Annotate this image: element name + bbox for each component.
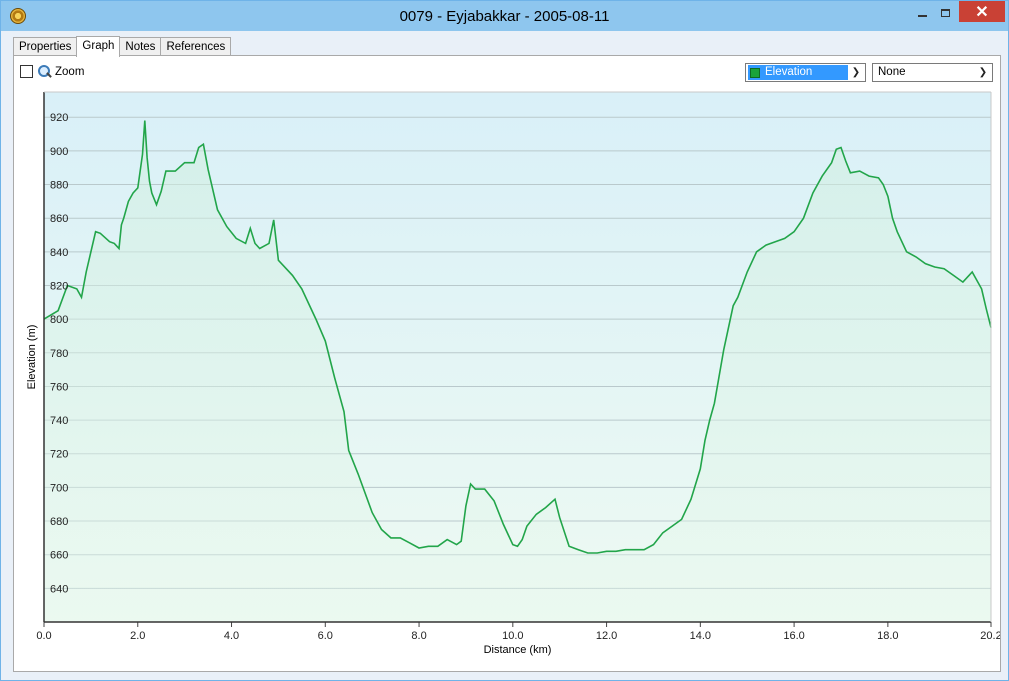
tab-graph[interactable]: Graph [76,36,121,57]
close-button[interactable]: ✕ [959,1,1005,22]
y-tick-label: 880 [50,180,68,192]
elevation-color-swatch [750,67,760,78]
tab-notes[interactable]: Notes [119,37,162,56]
x-tick-label: 14.0 [690,630,711,642]
close-icon: ✕ [975,3,989,21]
maximize-icon [940,8,950,17]
tab-references[interactable]: References [160,37,232,56]
tab-strip: Properties Graph Notes References [13,36,232,57]
y-axis-label: Elevation (m) [26,325,38,390]
minimize-icon [917,14,927,17]
app-logo-icon[interactable] [10,8,26,24]
y-tick-label: 680 [50,516,68,528]
y-tick-labels: 640 660 680 700 720 740 760 780 800 820 840 860 880 9… [50,112,68,595]
y-tick-label: 640 [50,583,68,595]
primary-series-label: Elevation [765,66,813,78]
y-tick-label: 660 [50,550,68,562]
minimize-button[interactable] [907,1,937,24]
window-title: 0079 - Eyjabakkar - 2005-08-11 [399,8,610,25]
magnifier-icon [38,65,51,78]
elevation-series-line [43,120,992,554]
axes [43,91,992,627]
primary-series-select[interactable]: Elevation ❯ [745,63,866,82]
maximize-button[interactable] [931,1,959,24]
x-tick-label: 20.2 [980,630,1000,642]
graph-panel: Zoom Elevation ❯ None ❯ [13,55,1001,672]
secondary-series-label: None [878,66,906,78]
primary-series-value: Elevation [748,65,848,80]
elevation-chart[interactable]: 640 660 680 700 720 740 760 780 800 820 840 860 880 9… [14,56,1000,671]
y-tick-label: 720 [50,449,68,461]
x-axis-label: Distance (km) [484,644,552,656]
y-tick-label: 780 [50,348,68,360]
x-tick-label: 6.0 [318,630,333,642]
x-tick-label: 18.0 [877,630,898,642]
x-tick-label: 16.0 [783,630,804,642]
y-tick-label: 700 [50,482,68,494]
title-bar[interactable]: 0079 - Eyjabakkar - 2005-08-11 ✕ [1,1,1008,31]
zoom-label: Zoom [55,65,85,78]
zoom-checkbox[interactable] [20,65,33,78]
x-tick-labels: 0.0 2.0 4.0 6.0 8.0 10.0 12.0 14.0 16.0 18.0 20.2 [36,630,1000,642]
chevron-down-icon: ❯ [978,67,988,78]
x-tick-label: 0.0 [36,630,51,642]
tab-properties[interactable]: Properties [13,37,78,56]
y-tick-label: 900 [50,146,68,158]
x-tick-label: 2.0 [130,630,145,642]
x-tick-label: 12.0 [596,630,617,642]
y-tick-label: 740 [50,415,68,427]
x-tick-label: 10.0 [502,630,523,642]
secondary-series-select[interactable]: None ❯ [872,63,993,82]
zoom-control: Zoom [20,65,84,78]
y-tick-label: 840 [50,247,68,259]
y-tick-label: 920 [50,112,68,124]
y-tick-label: 760 [50,381,68,393]
y-tick-label: 800 [50,314,68,326]
y-tick-label: 820 [50,280,68,292]
elevation-area [44,120,991,622]
x-tick-label: 4.0 [224,630,239,642]
x-tick-label: 8.0 [411,630,426,642]
chevron-down-icon: ❯ [851,67,861,78]
y-tick-label: 860 [50,213,68,225]
